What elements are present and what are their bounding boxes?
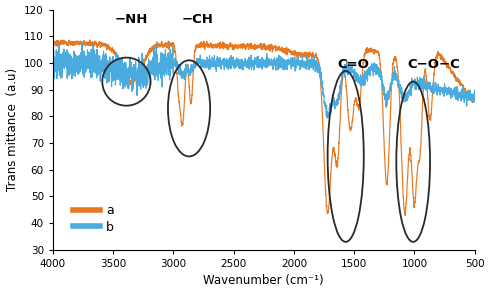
Text: −CH: −CH xyxy=(182,13,214,25)
X-axis label: Wavenumber (cm⁻¹): Wavenumber (cm⁻¹) xyxy=(203,275,324,287)
Y-axis label: Trans mittance  (a.u): Trans mittance (a.u) xyxy=(5,68,19,191)
Text: C−O−C: C−O−C xyxy=(408,58,461,71)
Text: C=O: C=O xyxy=(337,58,369,71)
Text: −NH: −NH xyxy=(114,13,147,25)
Legend: a, b: a, b xyxy=(68,199,119,239)
